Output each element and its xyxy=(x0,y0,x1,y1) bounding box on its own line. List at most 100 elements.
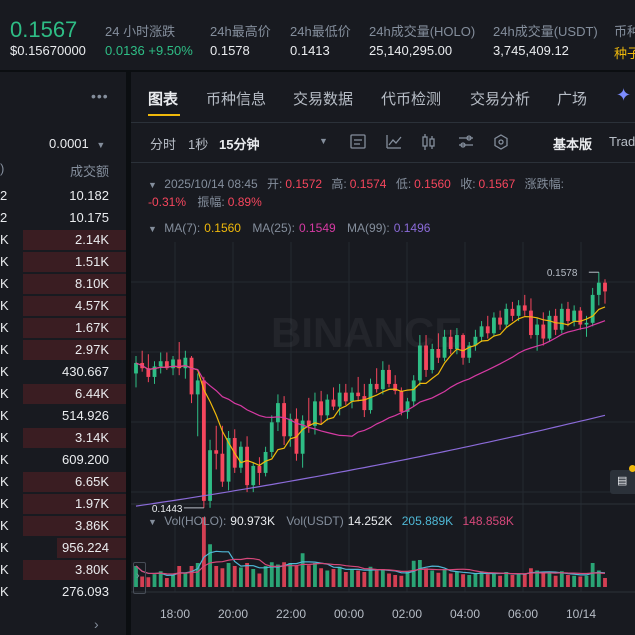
indicator-icon[interactable] xyxy=(350,134,366,149)
more-options-icon[interactable]: ••• xyxy=(91,88,109,104)
interval-dropdown-icon[interactable]: ▼ xyxy=(319,136,328,146)
tab-bar-divider xyxy=(131,122,635,123)
row-price-fragment: K xyxy=(0,584,9,599)
order-book-row[interactable]: K 3.86K xyxy=(0,515,126,537)
depth-bar xyxy=(22,516,126,536)
chart-side-widget[interactable]: ▤ xyxy=(610,465,635,494)
tab-2[interactable]: 交易数据 xyxy=(293,91,354,108)
volume-bar xyxy=(146,577,151,587)
order-book-row[interactable]: K 609.200 xyxy=(0,449,126,471)
row-price-fragment: 2 xyxy=(0,210,8,225)
row-amount: 10.175 xyxy=(69,210,109,225)
candle-body xyxy=(306,420,311,426)
tab-1[interactable]: 币种信息 xyxy=(206,91,267,108)
candle-body xyxy=(411,380,416,402)
tab-3[interactable]: 代币检测 xyxy=(381,91,442,108)
order-book-row[interactable]: K 1.67K xyxy=(0,317,126,339)
chevron-right-icon[interactable]: › xyxy=(94,616,99,632)
tradingview-button[interactable]: Trad xyxy=(609,134,635,149)
settings-icon[interactable] xyxy=(459,135,473,148)
candle-body xyxy=(331,399,336,407)
order-book-row[interactable]: K 3.80K xyxy=(0,559,126,581)
volume-bar xyxy=(387,573,391,587)
volume-bar xyxy=(380,569,385,587)
order-book-row[interactable]: K 6.65K xyxy=(0,471,126,493)
candle-body xyxy=(214,450,219,454)
candle-body xyxy=(220,453,225,482)
volume-bar xyxy=(201,517,206,587)
ma99-label: MA(99): xyxy=(347,221,390,235)
volume-base-value: 25,140,295.00 xyxy=(369,43,453,58)
order-book-panel: ••• 0.0001 ▼ ) 成交额 2 10.182 2 10.175 K 2.14K K… xyxy=(0,72,126,635)
candle-body xyxy=(319,401,324,416)
collapse-icon[interactable]: ▼ xyxy=(148,180,157,190)
order-book-row[interactable]: K 1.97K xyxy=(0,493,126,515)
candle-body xyxy=(467,345,472,358)
volume-bar xyxy=(269,562,274,587)
hexagon-icon[interactable] xyxy=(494,134,508,150)
change-value: 0.0136 +9.50% xyxy=(105,43,193,58)
candle-body xyxy=(177,359,182,369)
volume-bar xyxy=(214,566,219,587)
candle-body xyxy=(263,451,268,473)
candle-body xyxy=(485,326,490,334)
candle-body xyxy=(603,282,607,292)
candle-body xyxy=(454,335,459,350)
collapse-volume-icon[interactable]: ▼ xyxy=(148,517,157,527)
candle-body xyxy=(473,336,478,346)
row-amount: 1.51K xyxy=(75,254,109,269)
order-book-row[interactable]: K 430.667 xyxy=(0,361,126,383)
row-amount: 956.224 xyxy=(62,540,109,555)
order-book-row[interactable]: K 2.97K xyxy=(0,339,126,361)
high-label: 高: xyxy=(331,177,347,191)
ai-sparkle-icon[interactable]: ✦ xyxy=(616,85,632,105)
order-book-row[interactable]: 2 10.175 xyxy=(0,207,126,229)
time-mode-button[interactable]: 分时 xyxy=(150,137,177,152)
candle-icon[interactable] xyxy=(422,134,435,150)
order-book-row[interactable]: K 514.926 xyxy=(0,405,126,427)
order-book-row[interactable]: K 2.14K xyxy=(0,229,126,251)
line-chart-icon[interactable] xyxy=(386,135,402,149)
candle-body xyxy=(448,336,453,350)
volume-bar xyxy=(405,571,410,587)
volume-bar xyxy=(152,574,157,587)
order-book-row[interactable]: K 956.224 xyxy=(0,537,126,559)
volume-bar xyxy=(356,570,361,587)
candle-body xyxy=(417,345,422,381)
tab-0[interactable]: 图表 xyxy=(148,91,179,108)
candle-body xyxy=(245,446,249,486)
low-label: 24h最低价 xyxy=(290,24,351,39)
order-book-row[interactable]: K 6.44K xyxy=(0,383,126,405)
tab-5[interactable]: 广场 xyxy=(557,91,588,108)
vol-holo-value: 90.973K xyxy=(230,514,275,528)
collapse-ma-icon[interactable]: ▼ xyxy=(148,224,157,234)
order-book-row[interactable]: K 8.10K xyxy=(0,273,126,295)
seed-tag[interactable]: 种子 xyxy=(614,46,635,61)
row-price-fragment: K xyxy=(0,518,9,533)
candle-body xyxy=(479,326,484,337)
candlestick-chart[interactable]: BINANCE 0.1578 0.1443 18:00 20:00 22:00 00:0… xyxy=(131,162,635,635)
volume-bar xyxy=(541,573,546,587)
volume-bar xyxy=(547,572,552,587)
candle-body xyxy=(596,282,601,295)
scroll-left-button[interactable]: › xyxy=(133,562,146,594)
order-book-row[interactable]: K 276.093 xyxy=(0,581,126,603)
volume-bar xyxy=(226,563,231,587)
candle-body xyxy=(590,294,595,323)
interval-1s-button[interactable]: 1秒 xyxy=(188,137,209,152)
order-book-row[interactable]: 2 10.182 xyxy=(0,185,126,207)
row-price-fragment: K xyxy=(0,232,9,247)
volume-bar xyxy=(522,574,527,587)
chart-tools xyxy=(350,134,508,150)
order-book-row[interactable]: K 3.14K xyxy=(0,427,126,449)
order-book-row[interactable]: K 1.51K xyxy=(0,251,126,273)
tab-4[interactable]: 交易分析 xyxy=(470,91,531,108)
order-book-row[interactable]: K 4.57K xyxy=(0,295,126,317)
vol-usdt-value: 14.252K xyxy=(347,514,393,528)
interval-15m-button[interactable]: 15分钟 xyxy=(219,137,260,152)
toolbar-divider xyxy=(131,162,635,163)
precision-select[interactable]: 0.0001 ▼ xyxy=(49,136,105,151)
basic-version-button[interactable]: 基本版 xyxy=(553,137,593,152)
row-price-fragment: K xyxy=(0,386,9,401)
volume-quote-value: 3,745,409.12 xyxy=(493,43,569,58)
